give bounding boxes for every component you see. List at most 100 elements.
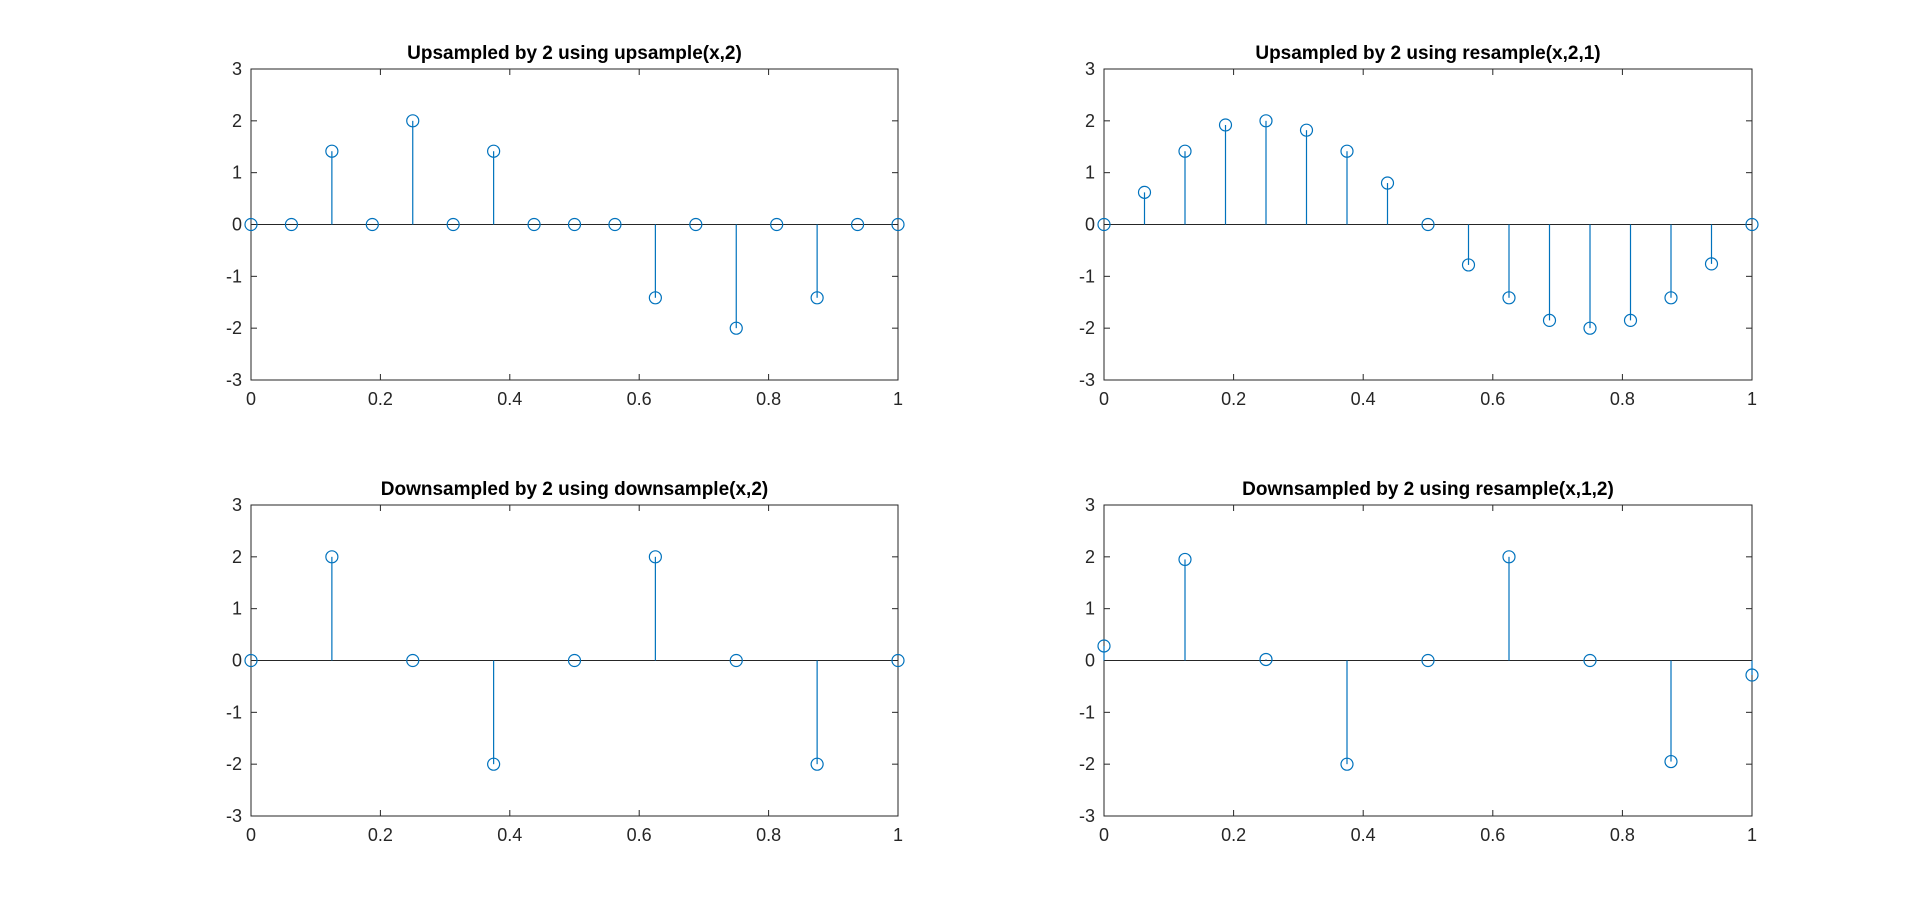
- stem-marker: [567, 217, 582, 232]
- stem-marker: [446, 217, 460, 232]
- y-tick-label: -1: [1079, 266, 1095, 286]
- x-tick-label: 0: [1099, 389, 1109, 409]
- y-tick-label: -1: [1079, 702, 1095, 722]
- y-tick-label: -2: [1079, 754, 1095, 774]
- stem-marker: [567, 653, 582, 668]
- stem-marker: [1745, 217, 1759, 232]
- stem-marker: [487, 144, 501, 158]
- x-tick-label: 0.8: [1610, 389, 1635, 409]
- stem-marker: [527, 217, 541, 232]
- stem-marker: [1380, 176, 1395, 190]
- stem-marker: [1583, 321, 1597, 335]
- stem-marker: [810, 291, 824, 305]
- chart-title: Downsampled by 2 using downsample(x,2): [381, 479, 768, 500]
- x-tick-label: 0.2: [1221, 389, 1246, 409]
- stem-marker: [406, 653, 420, 668]
- y-tick-label: 1: [1085, 599, 1095, 619]
- x-tick-label: 0.4: [1351, 825, 1376, 845]
- stem-marker: [810, 757, 824, 771]
- x-tick-label: 0.8: [756, 825, 781, 845]
- y-tick-label: -2: [226, 754, 242, 774]
- y-tick-label: 0: [232, 215, 242, 235]
- x-tick-label: 1: [893, 389, 903, 409]
- stem-marker: [729, 653, 743, 668]
- subplot-resample-up: Upsampled by 2 using resample(x,2,1) 0 0.…: [1079, 43, 1759, 409]
- y-tick-label: -2: [226, 318, 242, 338]
- stem-marker: [891, 653, 905, 668]
- y-tick-label: 2: [232, 547, 242, 567]
- stem-marker: [284, 217, 299, 232]
- stem-marker: [365, 217, 379, 232]
- x-tick-label: 0.4: [497, 389, 522, 409]
- stem-marker: [891, 217, 905, 232]
- x-tick-label: 0.6: [627, 825, 652, 845]
- y-tick-label: 2: [232, 111, 242, 131]
- stem-marker: [1461, 258, 1476, 272]
- x-tick-label: 0: [246, 825, 256, 845]
- y-tick-label: -3: [1079, 370, 1095, 390]
- stem-marker: [1421, 653, 1435, 668]
- stem-marker: [1664, 291, 1678, 305]
- stem-marker: [729, 321, 743, 335]
- x-tick-label: 0.6: [1480, 825, 1505, 845]
- stem-marker: [608, 217, 622, 232]
- y-tick-label: 1: [1085, 163, 1095, 183]
- stem-marker: [689, 217, 703, 232]
- x-tick-label: 0.6: [627, 389, 652, 409]
- x-tick-label: 1: [1747, 825, 1757, 845]
- y-tick-label: -3: [226, 806, 242, 826]
- stem-marker: [1137, 185, 1152, 199]
- x-tick-label: 0.2: [368, 389, 393, 409]
- stem-marker: [406, 114, 420, 128]
- stem-marker: [487, 757, 501, 771]
- stem-marker: [770, 217, 784, 232]
- x-tick-label: 0.2: [368, 825, 393, 845]
- x-tick-label: 0: [1099, 825, 1109, 845]
- x-tick-label: 1: [1747, 389, 1757, 409]
- x-tick-label: 0: [246, 389, 256, 409]
- y-tick-label: 1: [232, 163, 242, 183]
- stem-marker: [1745, 668, 1759, 682]
- subplot-upsample: Upsampled by 2 using upsample(x,2) 0 0.2 0…: [226, 43, 905, 409]
- y-tick-label: 2: [1085, 111, 1095, 131]
- stem-marker: [1704, 257, 1719, 271]
- stem-marker: [244, 217, 258, 232]
- y-tick-label: 3: [1085, 59, 1095, 79]
- stem-marker: [1340, 144, 1354, 158]
- y-tick-label: 1: [232, 599, 242, 619]
- stem-marker: [325, 550, 339, 564]
- stem-marker: [1259, 652, 1273, 667]
- y-tick-label: 3: [232, 495, 242, 515]
- stem-marker: [1583, 653, 1597, 668]
- subplot-resample-down: Downsampled by 2 using resample(x,1,2) 0…: [1079, 479, 1759, 845]
- x-tick-label: 0.6: [1480, 389, 1505, 409]
- y-tick-label: 3: [232, 59, 242, 79]
- y-tick-label: -3: [226, 370, 242, 390]
- stem-marker: [648, 550, 662, 564]
- stem-marker: [325, 144, 339, 158]
- y-tick-label: -1: [226, 266, 242, 286]
- stem-marker: [1178, 552, 1192, 567]
- stem-marker: [1502, 291, 1516, 305]
- stem-marker: [1421, 217, 1435, 232]
- stem-marker: [1542, 313, 1557, 327]
- chart-title: Upsampled by 2 using upsample(x,2): [407, 43, 742, 64]
- y-tick-label: 3: [1085, 495, 1095, 515]
- stem-marker: [1097, 217, 1111, 232]
- stem-marker: [1664, 754, 1678, 769]
- stem-marker: [1259, 114, 1273, 128]
- x-tick-label: 0.2: [1221, 825, 1246, 845]
- y-tick-label: -1: [226, 702, 242, 722]
- stem-marker: [1178, 144, 1192, 158]
- y-tick-label: -3: [1079, 806, 1095, 826]
- stem-marker: [850, 217, 865, 232]
- x-tick-label: 0.8: [756, 389, 781, 409]
- chart-title: Upsampled by 2 using resample(x,2,1): [1255, 43, 1600, 64]
- x-tick-label: 0.4: [497, 825, 522, 845]
- stem-marker: [1299, 123, 1314, 137]
- stem-marker: [648, 291, 662, 305]
- y-tick-label: -2: [1079, 318, 1095, 338]
- chart-title: Downsampled by 2 using resample(x,1,2): [1242, 479, 1614, 500]
- y-tick-label: 0: [1085, 651, 1095, 671]
